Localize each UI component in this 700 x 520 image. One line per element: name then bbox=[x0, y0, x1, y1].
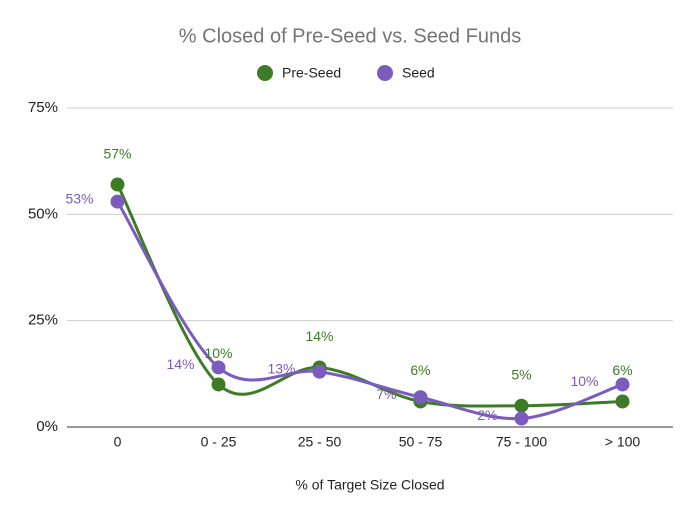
point bbox=[514, 398, 529, 413]
point bbox=[110, 194, 125, 209]
y-tick-label: 25% bbox=[28, 312, 58, 329]
point bbox=[615, 377, 630, 392]
data-label: 10% bbox=[204, 345, 232, 361]
data-label: 14% bbox=[166, 356, 194, 372]
data-label: 57% bbox=[103, 145, 131, 161]
x-tick-label: 0 bbox=[114, 434, 122, 450]
series-line bbox=[116, 200, 623, 421]
point bbox=[615, 394, 630, 409]
point bbox=[514, 411, 529, 426]
data-label: 5% bbox=[511, 366, 531, 382]
data-label: 2% bbox=[477, 407, 497, 423]
data-label: 13% bbox=[267, 360, 295, 376]
data-label: 10% bbox=[570, 373, 598, 389]
y-tick-label: 50% bbox=[28, 205, 58, 222]
x-tick-label: 25 - 50 bbox=[298, 434, 342, 450]
x-tick-label: > 100 bbox=[605, 434, 641, 450]
legend-label: Pre-Seed bbox=[282, 65, 341, 81]
y-tick-label: 75% bbox=[28, 99, 58, 116]
series-line bbox=[116, 183, 623, 408]
x-axis-title: % of Target Size Closed bbox=[295, 477, 444, 493]
data-label: 6% bbox=[612, 362, 632, 378]
legend-label: Seed bbox=[402, 65, 435, 81]
x-tick-label: 50 - 75 bbox=[399, 434, 443, 450]
data-label: 53% bbox=[65, 190, 93, 206]
point bbox=[211, 377, 226, 392]
point bbox=[312, 364, 327, 379]
point bbox=[413, 390, 428, 405]
point bbox=[211, 360, 226, 375]
chart-title: % Closed of Pre-Seed vs. Seed Funds bbox=[179, 25, 521, 47]
data-label: 6% bbox=[410, 362, 430, 378]
point bbox=[110, 177, 125, 192]
data-label: 7% bbox=[376, 386, 396, 402]
x-tick-label: 75 - 100 bbox=[496, 434, 548, 450]
x-tick-label: 0 - 25 bbox=[201, 434, 237, 450]
data-label: 14% bbox=[305, 328, 333, 344]
legend-swatch bbox=[257, 65, 273, 81]
y-tick-label: 0% bbox=[36, 418, 58, 435]
legend-swatch bbox=[377, 65, 393, 81]
